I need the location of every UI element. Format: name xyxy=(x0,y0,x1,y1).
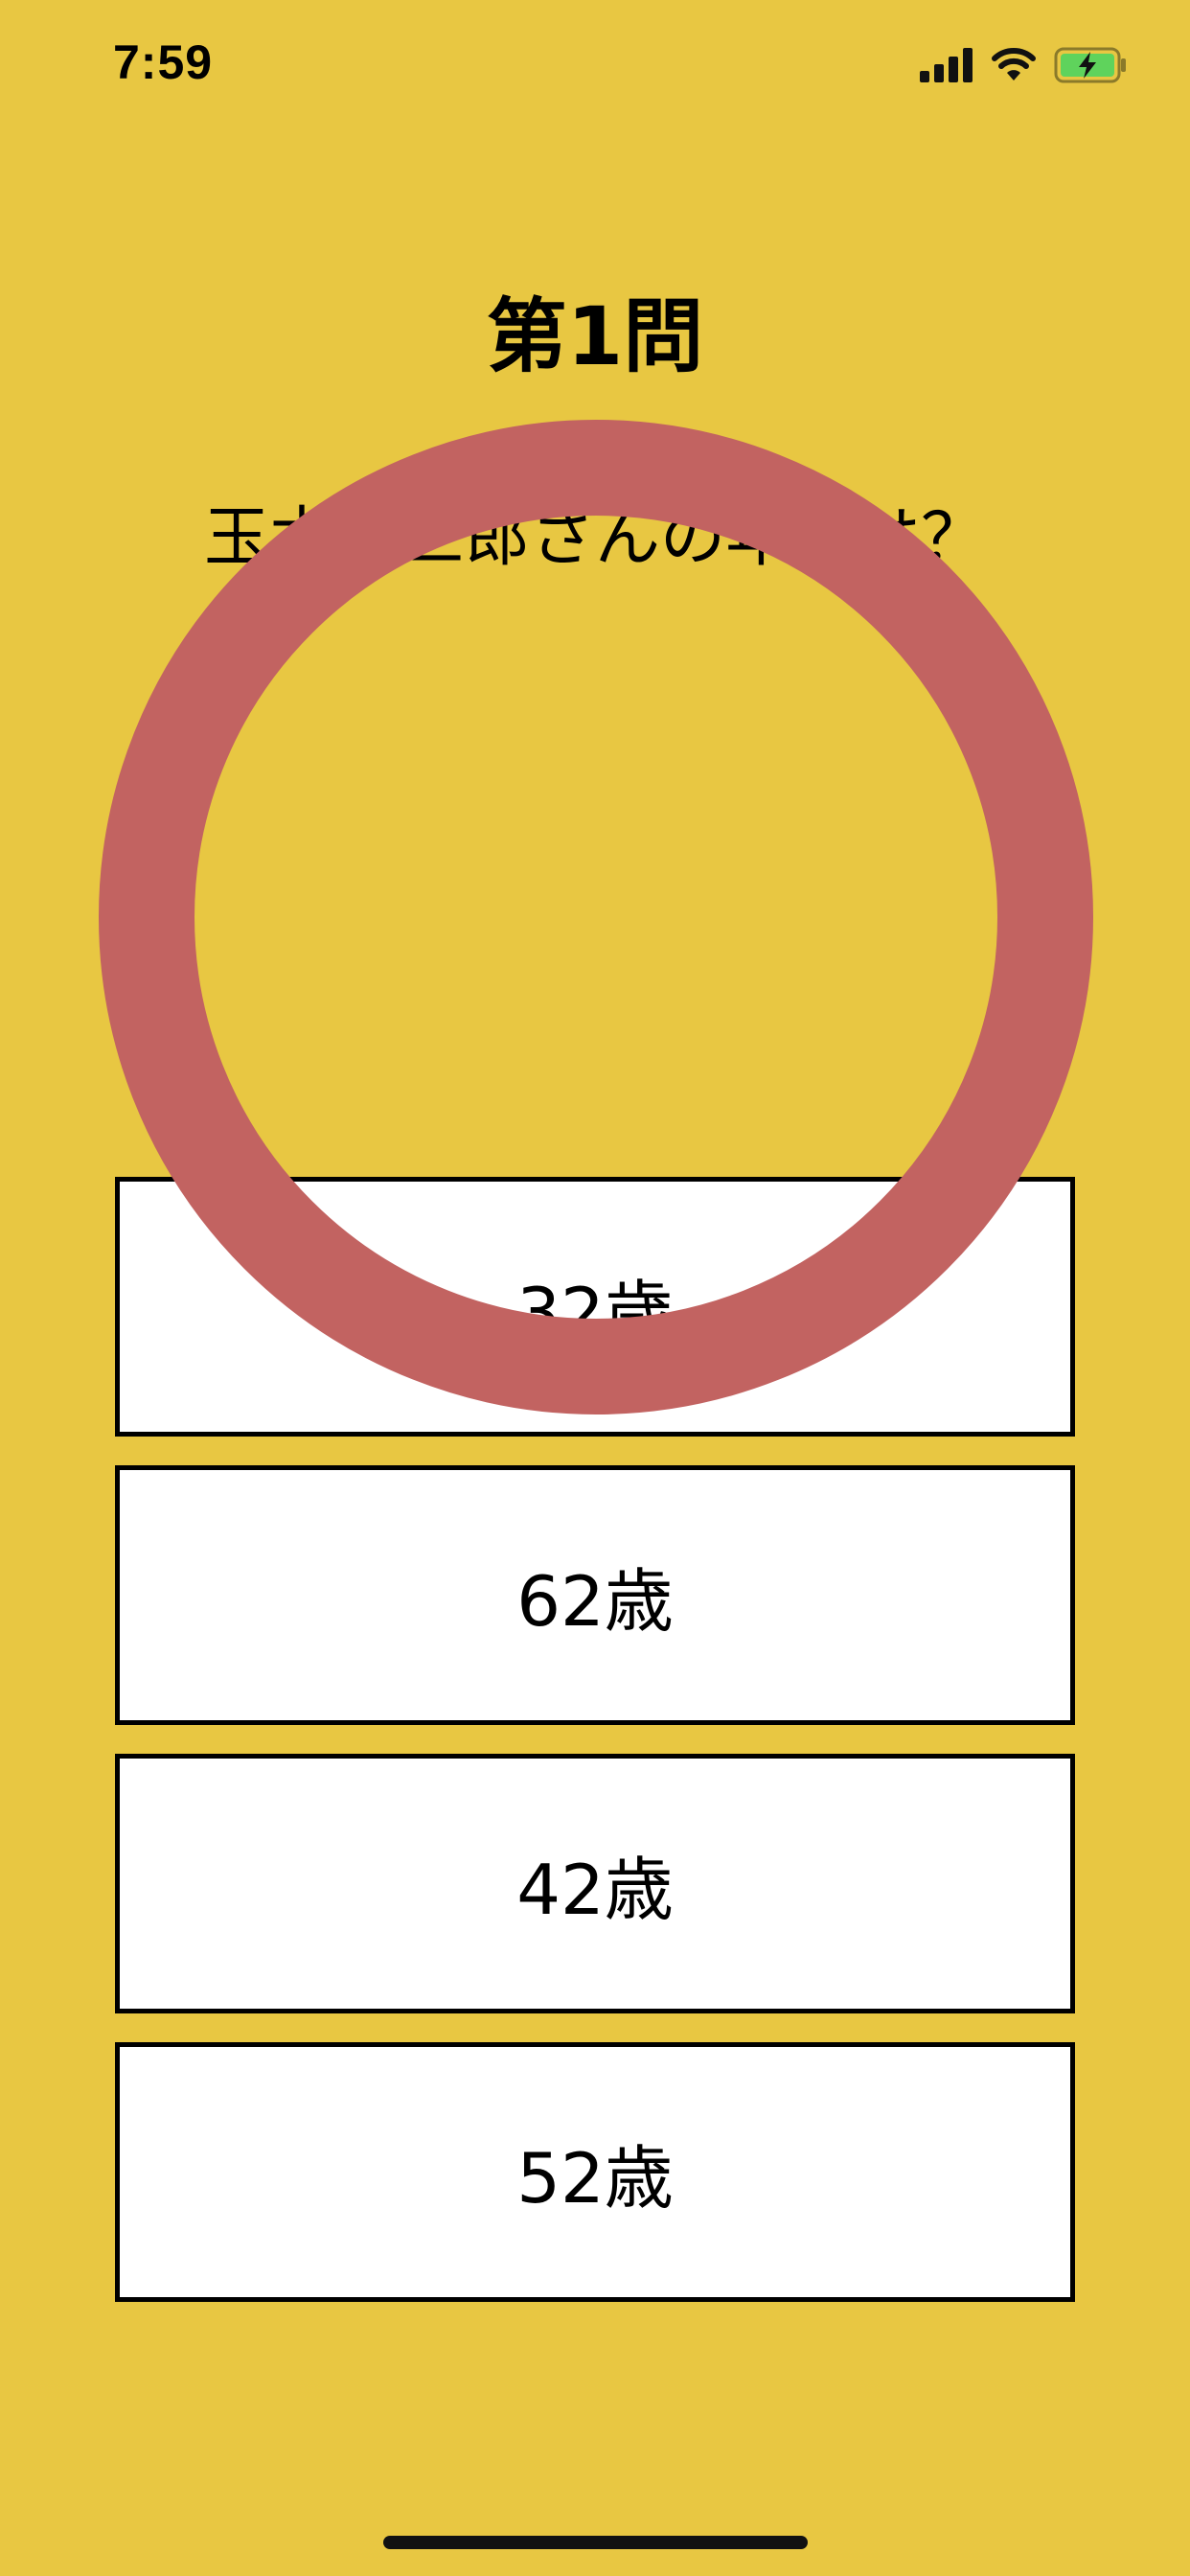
wifi-icon xyxy=(992,48,1036,80)
question-text: 玉木宏三郎さんの年齢は？ xyxy=(203,500,986,576)
answer-button-1[interactable]: 32歳 xyxy=(115,1177,1075,1437)
question-number: 第1問 xyxy=(486,289,704,383)
status-icons xyxy=(920,42,1129,88)
status-time: 7:59 xyxy=(113,35,214,89)
status-bar: 7:59 xyxy=(0,0,1190,128)
answer-button-2[interactable]: 62歳 xyxy=(115,1465,1075,1725)
cellular-signal-icon xyxy=(920,48,973,82)
answer-button-4[interactable]: 52歳 xyxy=(115,2042,1075,2302)
battery-charging-icon xyxy=(1054,47,1126,83)
answer-button-3[interactable]: 42歳 xyxy=(115,1754,1075,2013)
home-indicator xyxy=(383,2536,808,2549)
answer-list: 32歳 62歳 42歳 52歳 xyxy=(115,1177,1075,2331)
